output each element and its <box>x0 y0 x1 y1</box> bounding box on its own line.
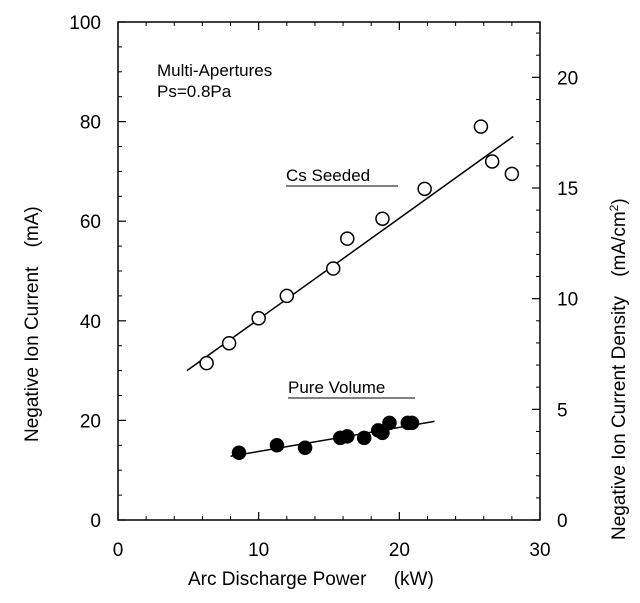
data-point-cs-seeded <box>199 355 214 371</box>
annotation-line-2: Ps=0.8Pa <box>157 82 232 101</box>
ticks: 0 10 20 30 0 20 40 60 80 100 0 5 10 15 20 <box>69 13 578 561</box>
x-tick-label: 0 <box>113 540 124 561</box>
x-axis-title: Arc Discharge Power (kW) <box>188 569 434 590</box>
y-tick-label: 0 <box>90 511 101 532</box>
y-axis-title: Negative Ion Current (mA) <box>22 206 43 442</box>
data-point-cs-seeded <box>484 154 500 169</box>
marks <box>186 119 520 461</box>
y2-tick-label: 15 <box>557 179 578 200</box>
y-tick-label: 20 <box>80 411 101 432</box>
y-tick-label: 100 <box>69 13 101 34</box>
y2-tick-label: 0 <box>557 511 568 532</box>
data-point-pure-volume <box>382 415 397 431</box>
x-axis-unit: (kW) <box>394 569 434 590</box>
y-tick-label: 80 <box>80 113 101 134</box>
y2-axis-unit-sup: 2 <box>607 204 621 211</box>
data-point-cs-seeded <box>504 166 520 182</box>
data-point-cs-seeded <box>325 261 341 276</box>
data-point-pure-volume <box>297 440 313 456</box>
data-point-cs-seeded <box>340 231 355 246</box>
annotation-line-1: Multi-Apertures <box>157 61 272 80</box>
y2-tick-label: 5 <box>557 400 568 421</box>
x-tick-label: 20 <box>389 540 410 561</box>
data-point-pure-volume <box>269 438 285 453</box>
data-point-cs-seeded <box>417 181 432 197</box>
y-tick-label: 40 <box>80 312 101 333</box>
y2-axis-unit: (mA/cm <box>609 211 630 276</box>
data-point-pure-volume <box>356 430 372 446</box>
y2-tick-label: 10 <box>557 290 578 311</box>
y2-tick-label: 20 <box>557 68 578 89</box>
data-point-cs-seeded <box>251 311 266 326</box>
y2-axis-label: Negative Ion Current Density <box>609 296 630 540</box>
data-point-pure-volume <box>340 429 355 444</box>
data-point-cs-seeded <box>375 211 390 226</box>
series-label-pure-volume: Pure Volume <box>288 378 385 397</box>
x-axis-label: Arc Discharge Power <box>188 569 367 590</box>
series-label-cs-seeded: Cs Seeded <box>286 166 370 185</box>
data-point-pure-volume <box>404 415 420 431</box>
data-point-cs-seeded <box>221 335 237 351</box>
data-point-cs-seeded <box>473 119 489 134</box>
y-axis-unit: (mA) <box>22 206 43 247</box>
data-point-pure-volume <box>231 445 247 461</box>
data-point-pure-volume <box>375 425 390 441</box>
y2-axis-unit-end: ) <box>609 198 630 204</box>
fit-line-pure-volume <box>230 420 435 457</box>
x-tick-label: 30 <box>529 540 550 561</box>
x-tick-label: 10 <box>248 540 269 561</box>
data-point-cs-seeded <box>279 288 295 304</box>
y-axis-label: Negative Ion Current <box>22 266 43 442</box>
fit-line-cs-seeded <box>186 135 514 372</box>
y-tick-label: 60 <box>80 212 101 233</box>
y2-axis-title: Negative Ion Current Density (mA/cm2) <box>607 198 630 540</box>
